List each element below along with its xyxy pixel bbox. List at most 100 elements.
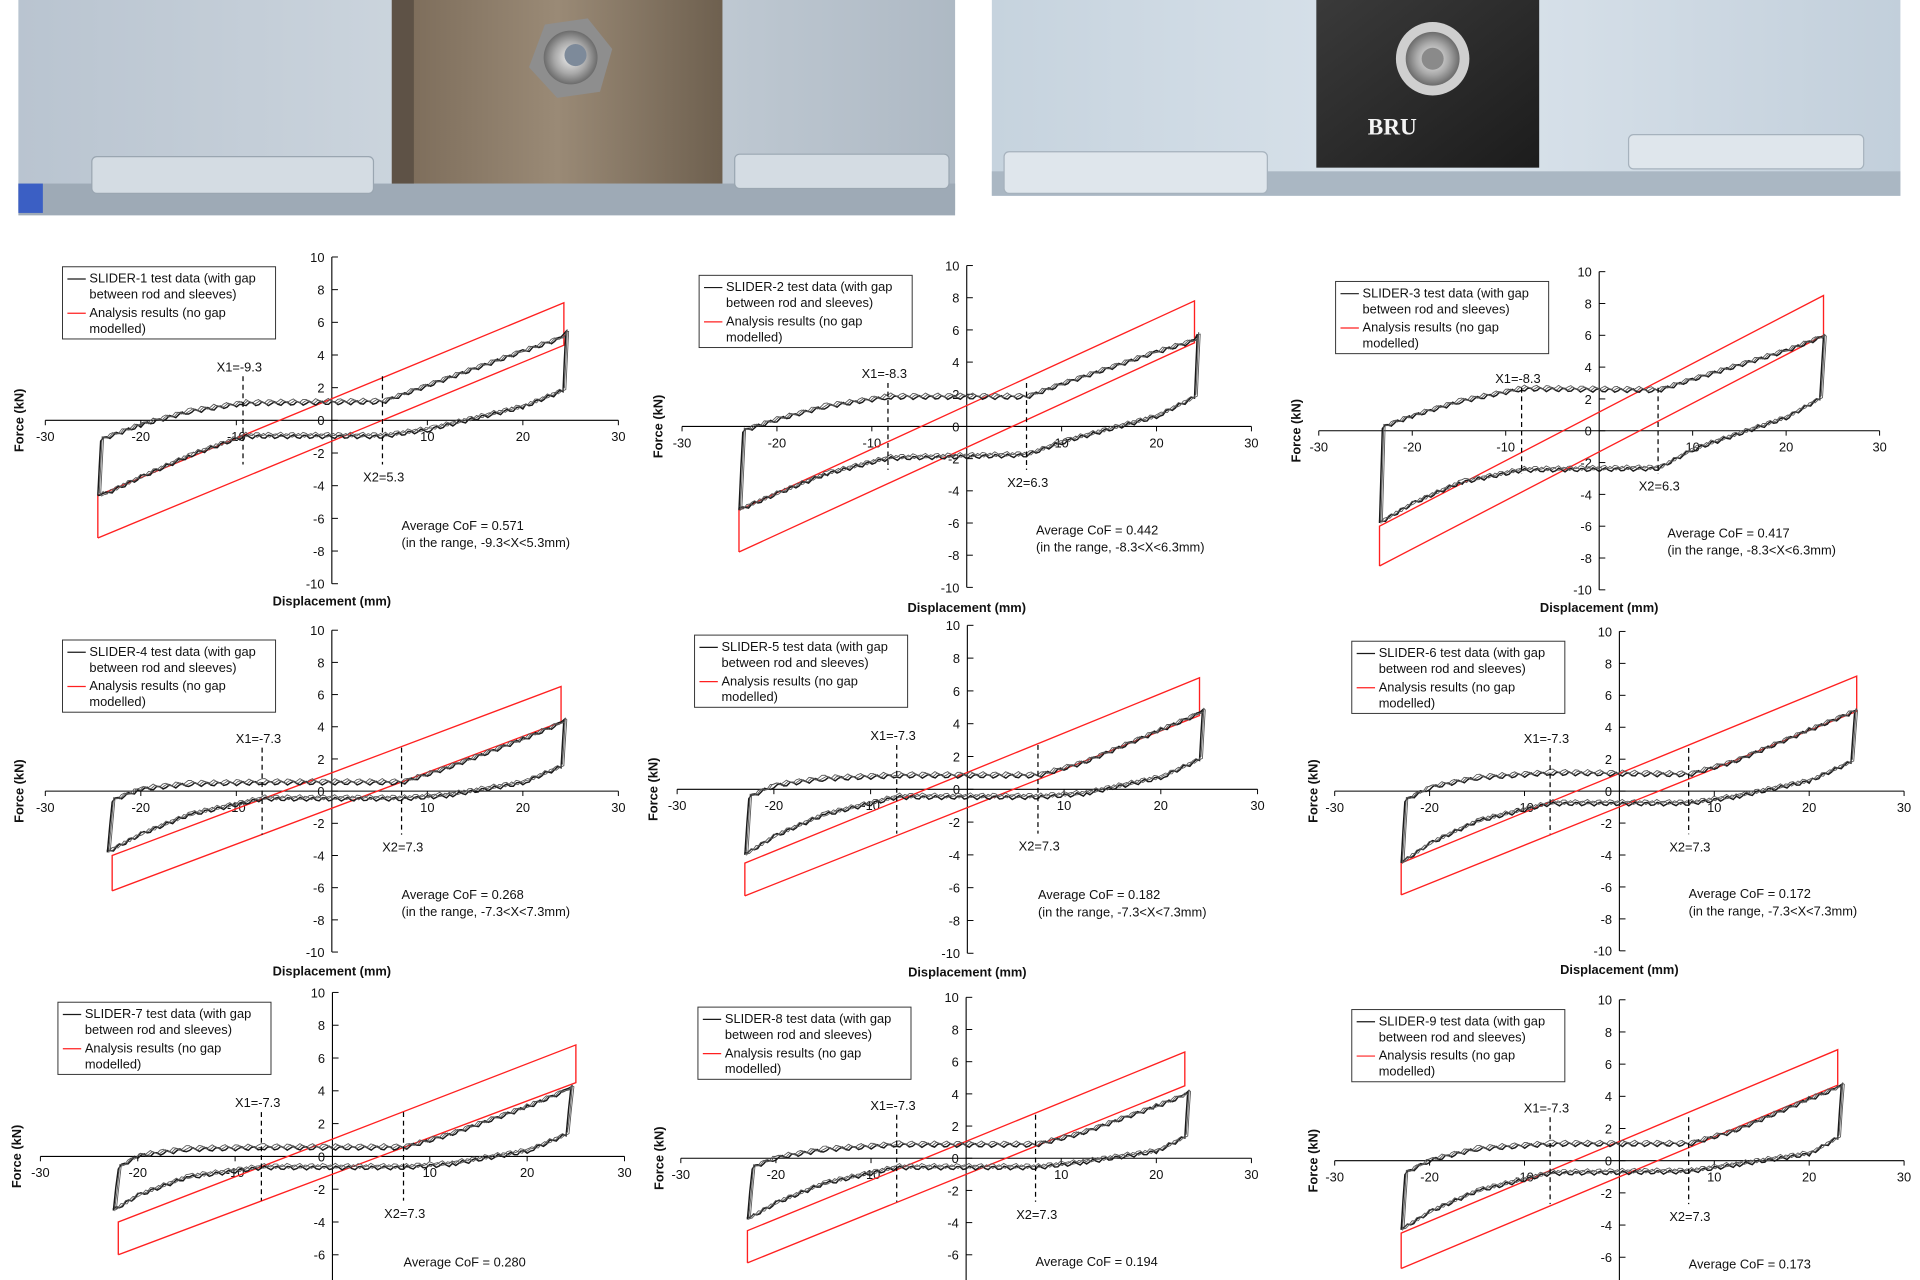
cof-range-label: (in the range, -7.3<X<7.3mm) [1038, 904, 1207, 919]
y-tick-label: -6 [1601, 880, 1612, 895]
y-tick-label: 8 [317, 655, 324, 670]
cof-range-label: (in the range, -7.3<X<7.3mm) [402, 904, 571, 919]
legend-test-label: SLIDER-9 test data (with gap [1379, 1013, 1545, 1028]
x-tick-label: -10 [863, 435, 882, 450]
x-tick-label: 30 [1244, 435, 1258, 450]
x-tick-label: 20 [1149, 1167, 1163, 1182]
x-tick-label: 20 [1149, 435, 1163, 450]
x-tick-label: 30 [611, 429, 625, 444]
y-tick-label: 2 [317, 381, 324, 396]
y-axis-title: Force (kN) [9, 1125, 24, 1189]
legend-test-label: SLIDER-6 test data (with gap [1379, 645, 1545, 660]
y-tick-label: 2 [1585, 392, 1592, 407]
y-tick-label: 10 [944, 990, 958, 1005]
x-tick-label: 20 [520, 1165, 534, 1180]
y-axis-title: Force (kN) [11, 389, 26, 453]
legend-box [694, 634, 909, 708]
y-tick-label: -4 [1601, 1218, 1612, 1233]
y-tick-label: 6 [952, 1055, 959, 1070]
x-tick-label: 20 [1154, 798, 1168, 813]
cof-label: Average CoF = 0.280 [404, 1254, 526, 1269]
x1-label: X1=-7.3 [870, 728, 915, 743]
legend-box [62, 639, 277, 713]
x-tick-label: -20 [1403, 440, 1422, 455]
x-tick-label: 30 [1244, 1167, 1258, 1182]
analysis-loop [97, 301, 565, 539]
x1-label: X1=-7.3 [235, 1095, 280, 1110]
y-tick-label: 4 [1605, 1089, 1612, 1104]
y-tick-label: -8 [1580, 551, 1591, 566]
y-tick-label: 10 [310, 250, 324, 265]
x-tick-label: 20 [1802, 1169, 1816, 1184]
x1-label: X1=-7.3 [1524, 1100, 1569, 1115]
y-tick-label: 0 [318, 1149, 325, 1164]
test-loop [98, 329, 568, 497]
legend-test-label: between rod and sleeves) [1379, 1029, 1526, 1044]
y-tick-label: 8 [317, 283, 324, 298]
y-tick-label: 0 [1605, 784, 1612, 799]
y-tick-label: -4 [314, 1215, 325, 1230]
analysis-loop [1378, 294, 1825, 567]
legend-box [697, 1006, 912, 1080]
test-loop [1403, 1082, 1845, 1231]
test-loop [740, 332, 1200, 511]
y-tick-label: 0 [952, 419, 959, 434]
legend-analysis-label: modelled) [725, 1061, 781, 1076]
x-tick-label: -30 [1325, 800, 1344, 815]
y-tick-label: -10 [306, 577, 325, 592]
legend-analysis-label: modelled) [89, 321, 145, 336]
y-tick-label: -8 [313, 913, 324, 928]
test-loop [749, 1089, 1192, 1220]
test-loop [1403, 707, 1858, 864]
y-tick-label: -2 [1580, 455, 1591, 470]
cof-label: Average CoF = 0.194 [1036, 1254, 1158, 1269]
x1-label: X1=-8.3 [1495, 371, 1540, 386]
legend-box [1351, 1009, 1566, 1083]
y-tick-label: -2 [1601, 816, 1612, 831]
legend-analysis-label: Analysis results (no gap [1379, 1048, 1515, 1063]
legend-analysis-label: Analysis results (no gap [1363, 320, 1499, 335]
y-tick-label: -2 [313, 446, 324, 461]
x1-label: X1=-8.3 [862, 366, 907, 381]
cof-label: Average CoF = 0.571 [402, 518, 524, 533]
y-tick-label: 2 [317, 752, 324, 767]
analysis-loop [744, 676, 1201, 897]
legend-test-label: SLIDER-4 test data (with gap [89, 644, 255, 659]
y-tick-label: 4 [952, 355, 959, 370]
test-loop [1380, 334, 1826, 524]
test-loop [1400, 709, 1856, 864]
legend-test-label: SLIDER-5 test data (with gap [721, 639, 887, 654]
cof-label: Average CoF = 0.172 [1689, 886, 1811, 901]
y-tick-label: 4 [952, 1087, 959, 1102]
y-axis-title: Force (kN) [650, 395, 665, 459]
test-loop [115, 1084, 575, 1211]
legend-test-label: between rod and sleeves) [725, 1027, 872, 1042]
y-tick-label: 10 [1598, 993, 1612, 1008]
y-tick-label: -10 [941, 946, 960, 961]
x-tick-label: 30 [611, 800, 625, 815]
y-tick-label: -4 [948, 484, 959, 499]
y-tick-label: 0 [952, 1151, 959, 1166]
cof-label: Average CoF = 0.173 [1689, 1257, 1811, 1272]
x2-label: X2=7.3 [1669, 839, 1710, 854]
y-tick-label: -6 [949, 881, 960, 896]
analysis-loop [746, 1051, 1186, 1264]
y-tick-label: 4 [953, 717, 960, 732]
y-tick-label: 10 [311, 985, 325, 1000]
y-tick-label: -4 [313, 848, 324, 863]
x2-label: X2=6.3 [1639, 479, 1680, 494]
cof-range-label: (in the range, -8.3<X<6.3mm) [1036, 539, 1205, 554]
x-tick-label: -30 [1309, 440, 1328, 455]
x-tick-label: -10 [1496, 440, 1515, 455]
x-axis-title: Displacement (mm) [1560, 962, 1679, 977]
y-axis-title: Force (kN) [646, 758, 661, 822]
legend-box [57, 1001, 272, 1075]
x2-label: X2=7.3 [382, 840, 423, 855]
